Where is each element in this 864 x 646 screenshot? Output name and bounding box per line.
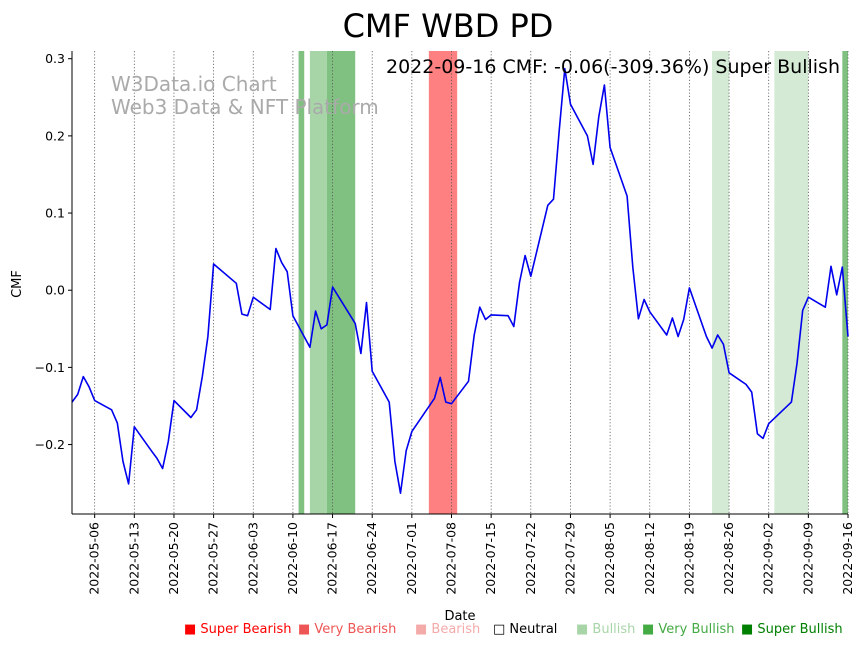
x-tick-label: 2022-05-27: [206, 522, 221, 595]
legend-label: ■ Very Bullish: [642, 622, 734, 637]
y-axis-label: CMF: [10, 270, 25, 298]
legend-label: □ Neutral: [493, 622, 557, 637]
x-tick-label: 2022-06-10: [285, 522, 300, 595]
x-tick-label: 2022-05-06: [87, 522, 102, 595]
legend-label: ■ Bullish: [576, 622, 635, 637]
region-band: [712, 51, 730, 514]
x-tick-label: 2022-09-09: [800, 522, 815, 595]
axes: [71, 51, 848, 515]
y-tick-label: −0.1: [35, 360, 65, 375]
legend-item: ■ Bullish: [576, 622, 635, 637]
x-ticks: 2022-05-06 2022-05-13 2022-05-20 2022-05-27…: [87, 514, 855, 595]
series-layer: [71, 67, 849, 495]
region-band: [774, 51, 809, 514]
x-tick-label: 2022-07-22: [523, 522, 538, 595]
x-tick-label: 2022-05-20: [166, 522, 181, 595]
chart-title: CMF WBD PD: [343, 7, 554, 45]
x-tick-label: 2022-05-13: [126, 522, 141, 595]
legend-label: ■ Very Bearish: [298, 622, 396, 637]
x-axis-label: Date: [444, 609, 475, 624]
legend-item: ■ Very Bullish: [642, 622, 734, 637]
x-tick-label: 2022-07-29: [562, 522, 577, 595]
legend-item: ■ Very Bearish: [298, 622, 396, 637]
x-tick-label: 2022-09-16: [840, 522, 855, 595]
y-tick-label: 0.2: [45, 128, 65, 143]
y-tick-label: 0.0: [45, 283, 65, 298]
x-tick-label: 2022-07-15: [483, 522, 498, 595]
x-tick-label: 2022-08-26: [721, 522, 736, 595]
x-tick-label: 2022-06-17: [325, 522, 340, 595]
watermark-line-2: Web3 Data & NFT Platform: [111, 95, 379, 119]
legend-label: ■ Bearish: [415, 622, 480, 637]
legend-item: □ Neutral: [493, 622, 557, 637]
legend-item: ■ Super Bearish: [184, 622, 292, 637]
y-ticks: 0.3 0.2 0.1 0.0 −0.1 −0.2: [35, 51, 72, 452]
x-tick-label: 2022-06-24: [364, 522, 379, 595]
last-value-annotation: 2022-09-16 CMF: -0.06(-309.36%) Super Bu…: [386, 56, 840, 78]
x-tick-label: 2022-06-03: [245, 522, 260, 595]
region-band: [309, 51, 327, 514]
legend: ■ Super Bearish ■ Very Bearish ■ Bearish □ …: [184, 622, 843, 637]
x-tick-label: 2022-07-01: [404, 522, 419, 595]
cmf-line: [71, 67, 849, 495]
y-tick-label: 0.3: [45, 51, 65, 66]
legend-item: ■ Super Bullish: [741, 622, 843, 637]
watermark-line-1: W3Data.io Chart: [111, 72, 277, 96]
signal-regions: [298, 51, 848, 514]
x-tick-label: 2022-09-02: [761, 522, 776, 595]
legend-label: ■ Super Bearish: [184, 622, 292, 637]
x-tick-label: 2022-08-12: [642, 522, 657, 595]
legend-item: ■ Bearish: [415, 622, 480, 637]
x-tick-label: 2022-08-05: [602, 522, 617, 595]
region-band: [298, 51, 305, 514]
x-tick-label: 2022-08-19: [681, 522, 696, 595]
x-tick-label: 2022-07-08: [444, 522, 459, 595]
y-tick-label: −0.2: [35, 437, 65, 452]
legend-label: ■ Super Bullish: [741, 622, 843, 637]
region-band: [326, 51, 356, 514]
vertical-gridlines: [94, 51, 849, 514]
region-band: [428, 51, 458, 514]
y-tick-label: 0.1: [45, 206, 65, 221]
region-band: [842, 51, 848, 514]
